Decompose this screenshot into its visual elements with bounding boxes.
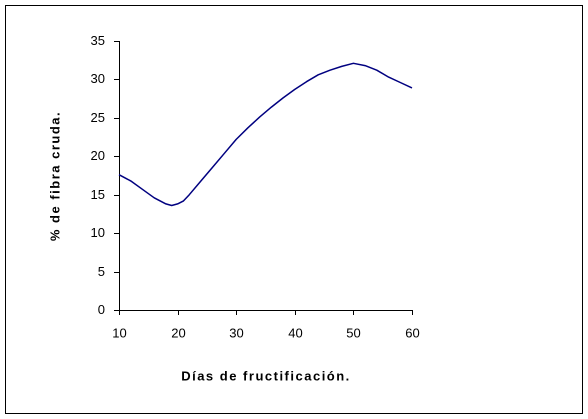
x-tick-label: 20 (171, 325, 185, 340)
x-tick-label: 40 (288, 325, 302, 340)
y-axis-title: % de fibra cruda. (47, 111, 62, 241)
y-tick-label: 5 (98, 264, 105, 279)
x-tick-label: 30 (229, 325, 243, 340)
x-axis-title: Días de fructificación. (181, 368, 351, 383)
y-tick-label: 0 (98, 302, 105, 317)
y-tick-label: 35 (91, 33, 105, 48)
y-tick-label: 25 (91, 110, 105, 125)
chart-border (5, 5, 583, 414)
y-tick-label: 15 (91, 187, 105, 202)
x-tick-label: 60 (405, 325, 419, 340)
x-tick-label: 10 (112, 325, 126, 340)
data-line (118, 62, 413, 207)
y-tick-label: 30 (91, 71, 105, 86)
y-tick-label: 20 (91, 148, 105, 163)
x-tick-label: 50 (346, 325, 360, 340)
y-tick-label: 10 (91, 225, 105, 240)
